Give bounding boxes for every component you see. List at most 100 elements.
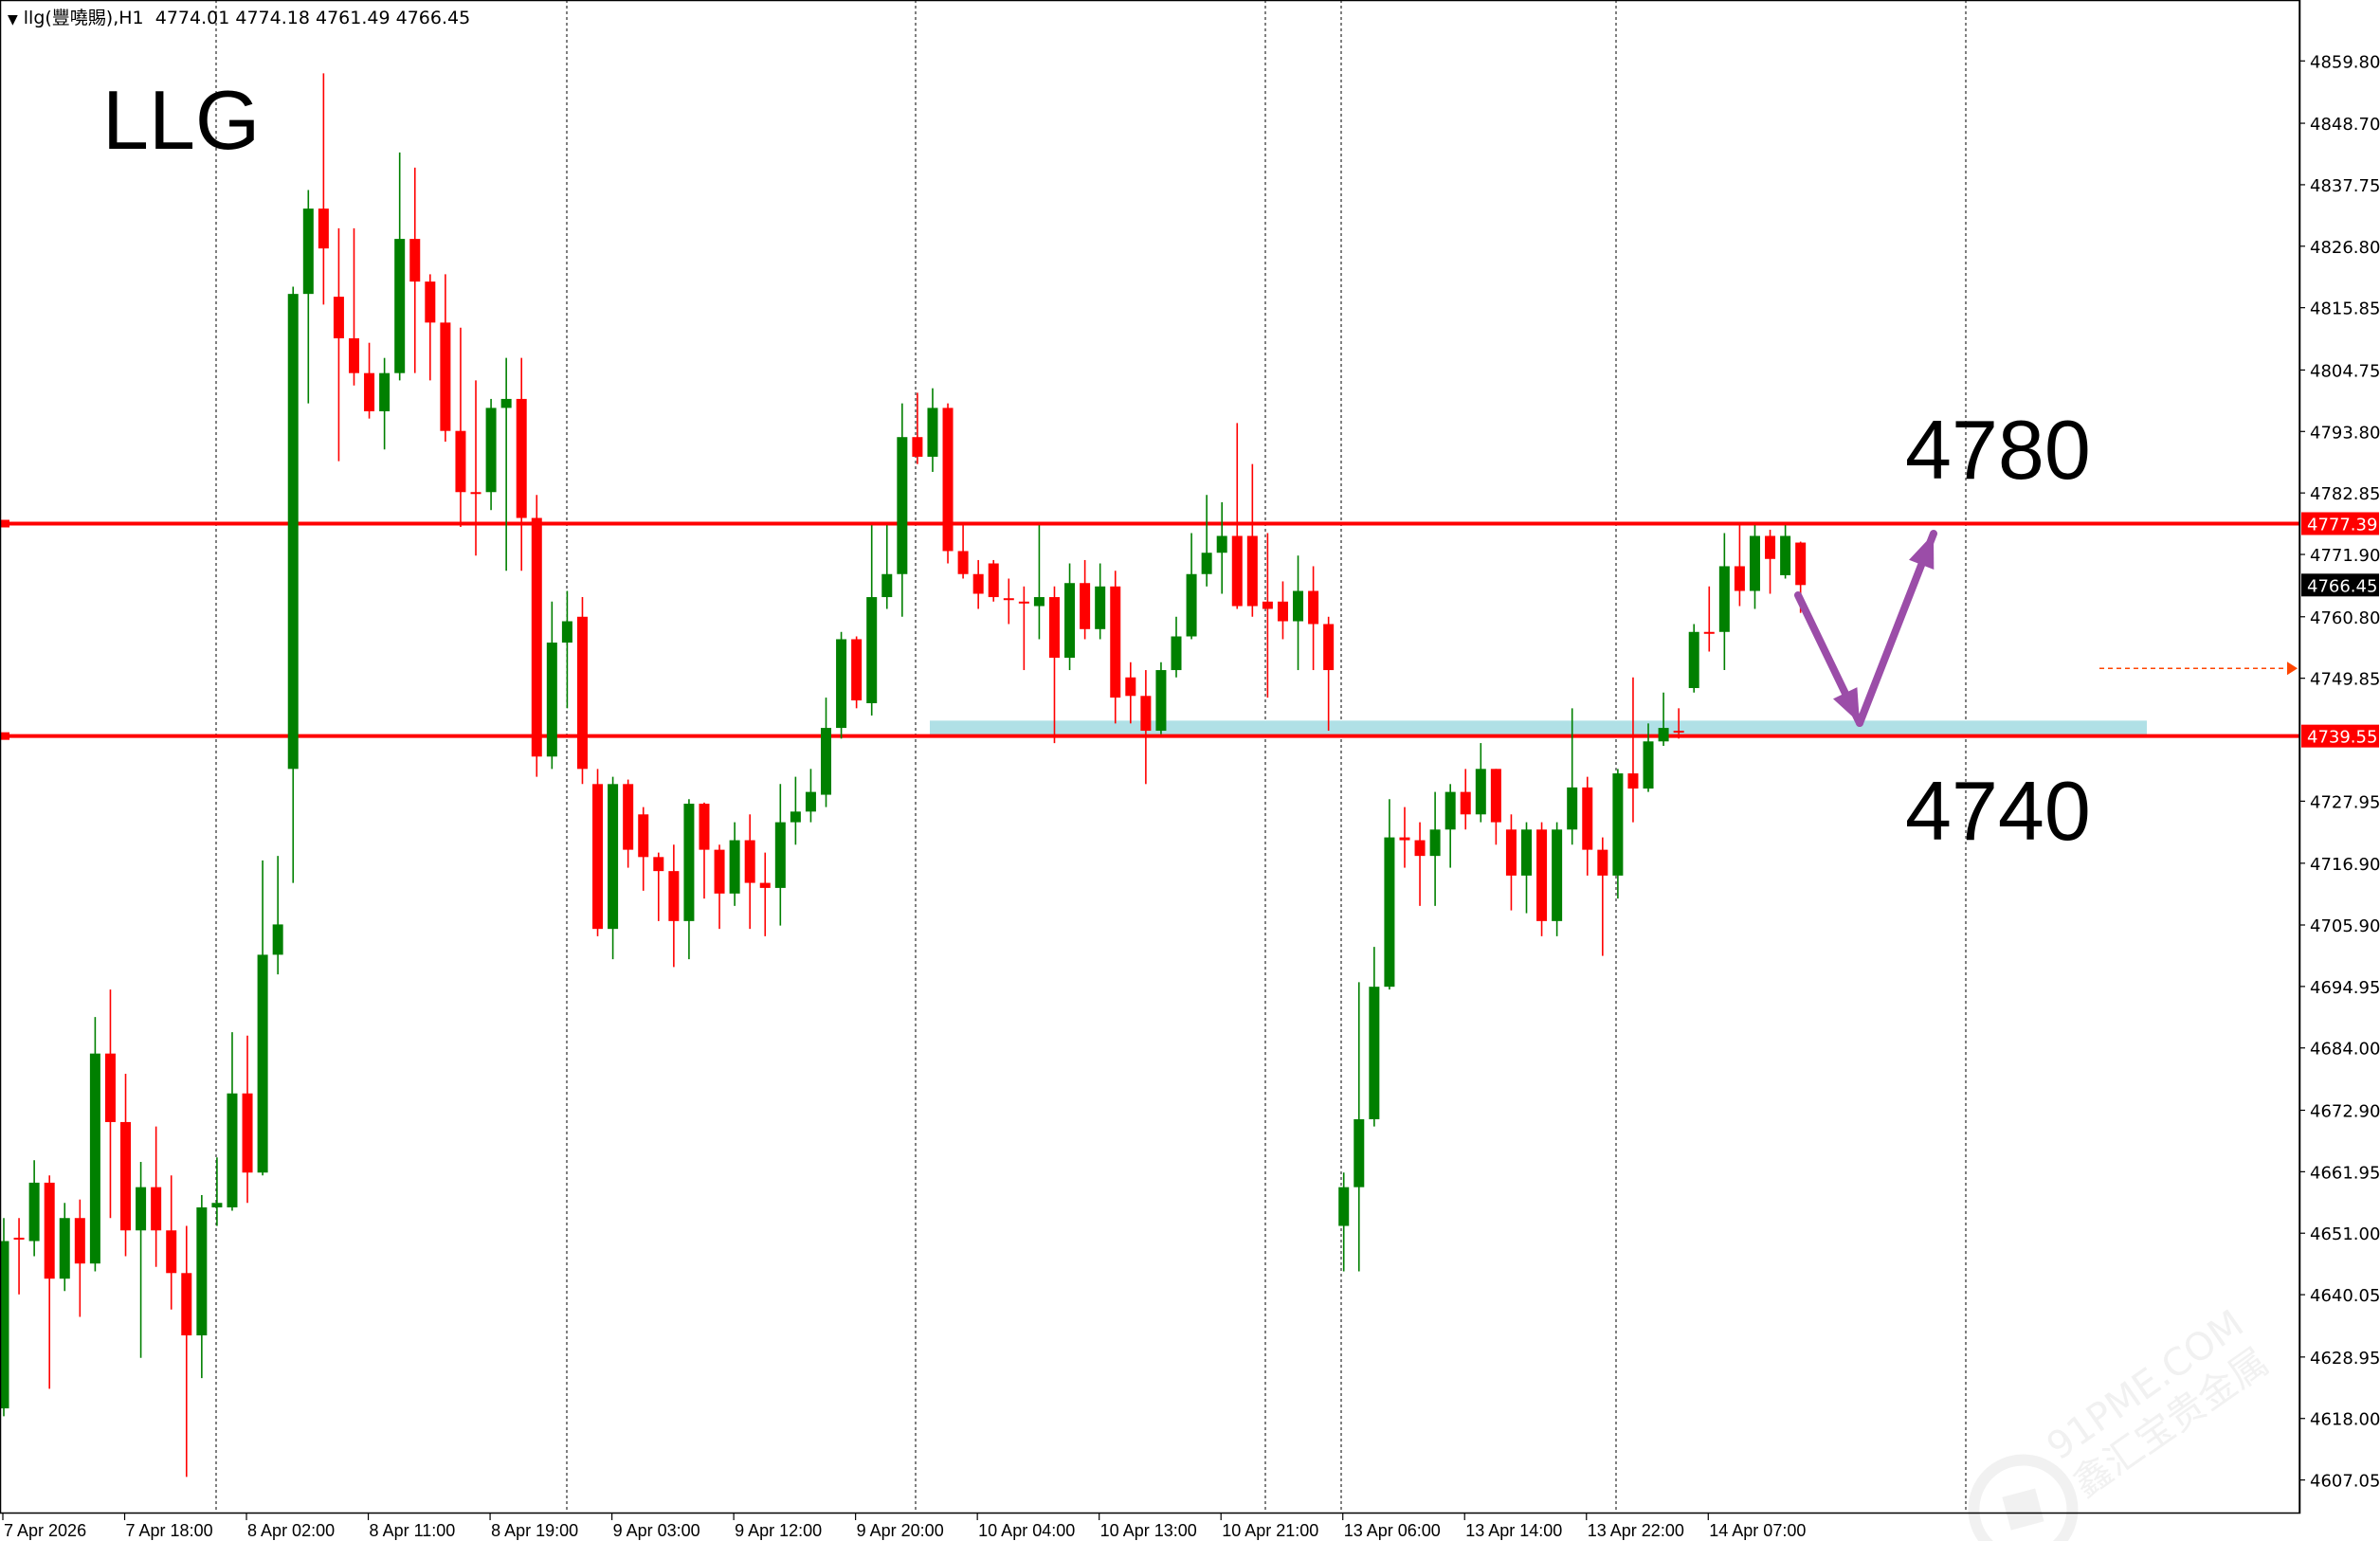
candle-body — [470, 492, 481, 495]
candle — [790, 776, 801, 845]
close-value: 4766.45 — [395, 8, 471, 28]
level-price-box — [2301, 724, 2379, 748]
candle-body — [1429, 829, 1441, 857]
candle-body — [136, 1187, 147, 1231]
candle-body — [1612, 773, 1624, 876]
time-tick-label: 8 Apr 19:00 — [491, 1521, 578, 1540]
candle — [151, 1126, 162, 1267]
candle-body — [897, 437, 908, 574]
watermark-logo: 91PME.COM 鑫汇宝贵金属 — [1968, 1295, 2287, 1541]
candle — [348, 227, 359, 386]
candle — [1384, 799, 1395, 990]
price-tick-label: 4859.80 — [2310, 52, 2380, 72]
candle — [104, 989, 116, 1219]
level-price-label: 4777.39 — [2307, 515, 2377, 535]
candle-body — [1354, 1118, 1365, 1187]
candle — [166, 1175, 177, 1310]
candle — [1338, 1172, 1350, 1272]
low-value: 4761.49 — [315, 8, 391, 28]
forecast-arrows — [1794, 530, 1937, 727]
candle-body — [668, 871, 680, 921]
candle-body — [988, 563, 999, 598]
candle-body — [1505, 829, 1517, 876]
candle-body — [531, 517, 542, 757]
time-tick-label: 9 Apr 03:00 — [613, 1521, 700, 1540]
candle — [28, 1160, 40, 1257]
candle — [1033, 525, 1045, 640]
candle-body — [196, 1206, 208, 1336]
lower-target-label: 4740 — [1905, 764, 2091, 858]
candle-body — [1186, 573, 1197, 637]
candle — [409, 167, 421, 373]
candle-body — [942, 408, 954, 552]
time-axis[interactable]: 7 Apr 2026 7 Apr 18:00 8 Apr 02:00 8 Apr 11… — [2, 1514, 1806, 1540]
candle — [470, 380, 481, 556]
price-tick-label: 4826.80 — [2310, 238, 2380, 258]
candle-body — [1643, 741, 1654, 789]
candle-body — [13, 1237, 25, 1240]
candle-body — [957, 551, 969, 574]
candle — [881, 525, 893, 609]
chart-header: ▼ llg(豐嘵賜),H1 4774.01 4774.18 4761.49 476… — [8, 4, 470, 29]
triangle-down-icon[interactable]: ▼ — [8, 12, 18, 27]
price-tick-label: 4694.95 — [2310, 978, 2380, 998]
candle-body — [1064, 583, 1076, 659]
price-axis[interactable]: 4859.80 4848.70 4837.75 4826.80 4815.85 4804.… — [2298, 0, 2380, 1514]
candle — [851, 636, 863, 709]
candle — [1293, 555, 1304, 671]
candle — [1703, 586, 1715, 652]
candle — [1003, 578, 1014, 625]
candle — [1171, 616, 1182, 678]
candle-body — [287, 294, 299, 770]
candle-body — [1080, 583, 1091, 629]
candle — [1323, 616, 1335, 732]
candle — [1536, 822, 1548, 936]
candle — [836, 631, 847, 739]
candle-body — [1734, 566, 1745, 591]
candle-body — [1018, 601, 1029, 604]
candle-body — [1490, 769, 1501, 823]
candle-body — [821, 728, 832, 795]
candle — [592, 769, 604, 936]
candle-body — [1475, 769, 1486, 815]
candle — [1308, 566, 1319, 671]
candle — [1688, 624, 1699, 693]
plot-frame — [0, 0, 2301, 1514]
horizontal-levels[interactable] — [0, 519, 2299, 740]
candle — [1231, 423, 1243, 609]
price-tick-label: 4848.70 — [2310, 115, 2380, 135]
candle — [1444, 784, 1456, 868]
candle-body — [851, 639, 863, 701]
candle-body — [1125, 677, 1136, 697]
candle — [1186, 533, 1197, 640]
candle-body — [638, 814, 649, 858]
candle — [1080, 559, 1091, 640]
current-price-label: 4766.45 — [2307, 576, 2377, 596]
candle — [668, 844, 680, 968]
watermark-text: 91PME.COM 鑫汇宝贵金属 — [2039, 1295, 2287, 1506]
candle-body — [181, 1273, 192, 1336]
candle-body — [866, 597, 878, 704]
candle-body — [972, 573, 984, 594]
price-tick-label: 4618.00 — [2310, 1410, 2380, 1430]
candle-body — [1718, 566, 1730, 632]
level-price-label: 4739.55 — [2307, 728, 2377, 748]
candle — [1140, 670, 1152, 785]
candle — [1460, 769, 1471, 830]
candle-body — [1688, 631, 1699, 689]
price-tick-label: 4749.85 — [2310, 670, 2380, 690]
candle-body — [699, 804, 710, 850]
price-tick-label: 4793.80 — [2310, 423, 2380, 443]
candles — [0, 73, 1807, 1478]
candle-body — [729, 840, 740, 894]
candle-body — [151, 1187, 162, 1231]
candle-body — [211, 1203, 223, 1207]
candle-body — [927, 408, 938, 457]
candle-body — [440, 322, 451, 431]
candle — [576, 597, 588, 785]
candle-body — [242, 1093, 253, 1173]
price-tick-label: 4672.90 — [2310, 1101, 2380, 1121]
candle-body — [302, 208, 314, 295]
candle — [1429, 791, 1441, 906]
